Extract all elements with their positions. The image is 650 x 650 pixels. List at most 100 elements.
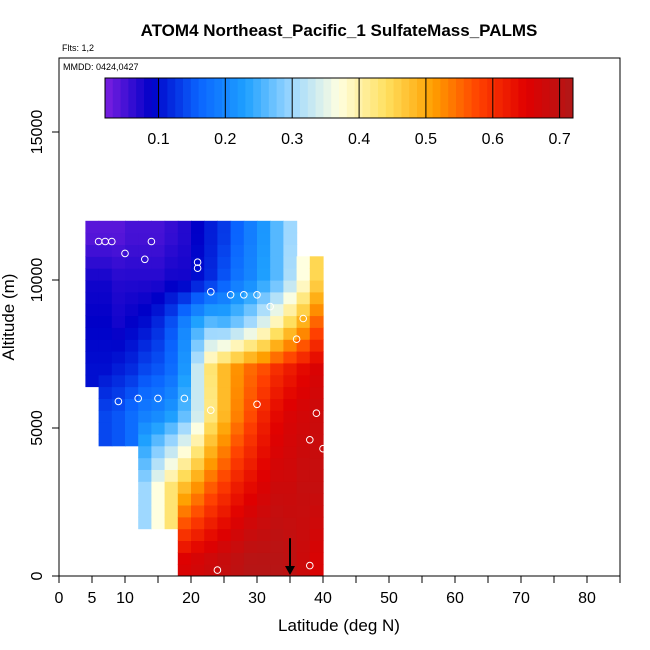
field-cell [230,339,245,352]
colorbar-tick-label: 0.1 [147,131,169,148]
field-cell [85,339,100,352]
field-cell [177,244,192,257]
field-cell [191,220,205,234]
field-cell [164,351,179,364]
field-cell [204,220,218,234]
field-cell [191,351,205,364]
field-cell [164,493,179,506]
colorbar-segment [120,78,129,118]
observation-point [154,394,162,403]
field-cell [270,457,284,470]
field-cell [296,339,311,352]
field-cell [243,481,258,494]
field-cell [243,339,258,352]
colorbar-segment [339,78,348,118]
field-cell [138,505,152,518]
field-cell [125,303,139,317]
field-cell [296,256,311,269]
colorbar-segment [456,78,465,118]
field-cell [111,280,126,293]
observation-point [207,288,215,296]
field-cell [309,327,324,340]
field-cell [177,374,192,388]
field-cell [309,516,324,530]
field-cell [138,244,152,257]
colorbar-segment [159,78,168,118]
field-cell [270,552,284,565]
field-cell [204,327,218,340]
field-cell [204,303,218,317]
field-cell [138,303,152,317]
field-cell [125,268,139,281]
field-cell [177,433,192,447]
field-cell [85,220,100,234]
field-cell [217,398,232,411]
field-cell [217,362,232,376]
field-cell [164,339,179,352]
field-cell [125,351,139,364]
field-cell [125,339,139,352]
observation-point [81,400,90,409]
colorbar-segment [105,78,114,118]
field-cell [309,374,324,388]
field-cell [257,528,271,541]
field-cell [270,232,284,245]
field-cell [217,433,232,447]
field-cell [217,564,232,576]
field-cell [230,564,245,576]
field-cell [257,422,271,435]
field-cell [309,528,324,541]
field-cell [191,564,205,576]
field-cell [257,232,271,245]
field-cell [217,280,232,293]
colorbar-tick-label: 0.7 [548,131,570,148]
field-cell [309,351,324,364]
field-cell [98,220,113,234]
colorbar-tick-label: 0.4 [348,131,370,148]
field-cell [257,339,271,352]
field-cell [230,516,245,530]
field-cell [257,481,271,494]
colorbar-segment [401,78,410,118]
field-cell [243,505,258,518]
field-cell [243,232,258,245]
field-cell [309,493,324,506]
colorbar-segment [331,78,340,118]
field-cell [164,291,179,305]
field-cell [164,398,179,411]
field-cell [164,433,179,447]
observation-point [147,237,156,246]
field-cell [125,327,139,340]
field-cell [283,303,298,317]
colorbar-segment [206,78,215,118]
field-cell [296,280,311,293]
field-cell [177,280,192,293]
field-cell [98,268,113,281]
field-cell [125,315,139,328]
field-cell [243,362,258,376]
field-cell [177,457,192,470]
field-cell [309,268,324,281]
field-cell [98,291,113,305]
colorbar-segment [362,78,371,118]
x-tick-label: 50 [380,590,398,607]
field-cell [125,232,139,245]
field-cell [257,256,271,269]
field-cell [177,481,192,494]
field-cell [164,315,179,328]
y-tick-label: 5000 [29,410,46,446]
field-cell [177,315,192,328]
field-cell [98,374,113,388]
field-cell [296,351,311,364]
field-cell [125,386,139,399]
field-cell [191,505,205,518]
field-cell [243,220,258,234]
field-cell [270,540,284,553]
field-cell [296,268,311,281]
colorbar-segment [315,78,324,118]
field-cell [270,505,284,518]
field-cell [230,398,245,411]
field-cell [138,220,152,234]
field-cell [85,303,100,317]
field-cell [230,552,245,565]
